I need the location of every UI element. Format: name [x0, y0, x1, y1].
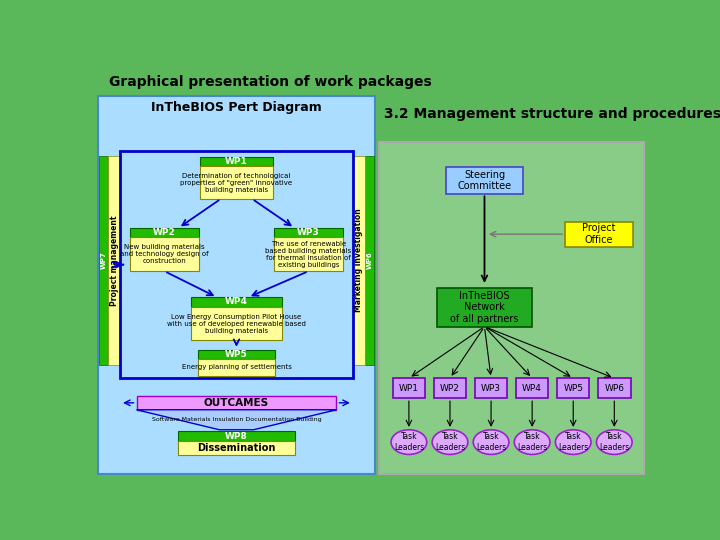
FancyBboxPatch shape	[179, 441, 294, 455]
Text: Steering
Committee: Steering Committee	[457, 170, 511, 191]
FancyBboxPatch shape	[137, 396, 336, 410]
Text: WP7: WP7	[101, 252, 107, 269]
Text: WP3: WP3	[481, 384, 501, 393]
Text: Graphical presentation of work packages: Graphical presentation of work packages	[109, 75, 432, 89]
FancyBboxPatch shape	[598, 378, 631, 398]
Text: InTheBIOS Pert Diagram: InTheBIOS Pert Diagram	[151, 100, 322, 113]
FancyBboxPatch shape	[446, 167, 523, 194]
Ellipse shape	[555, 430, 591, 455]
FancyBboxPatch shape	[437, 288, 532, 327]
Text: Software Materials Insulation Documentation Building: Software Materials Insulation Documentat…	[152, 417, 321, 422]
Text: Task
Leaders: Task Leaders	[394, 433, 424, 452]
FancyBboxPatch shape	[474, 378, 508, 398]
Text: WP5: WP5	[563, 384, 583, 393]
FancyBboxPatch shape	[199, 166, 274, 199]
Text: Project
Office: Project Office	[582, 224, 616, 245]
FancyBboxPatch shape	[392, 378, 426, 398]
FancyBboxPatch shape	[191, 307, 282, 340]
FancyBboxPatch shape	[198, 350, 275, 359]
FancyBboxPatch shape	[557, 378, 590, 398]
FancyBboxPatch shape	[130, 228, 199, 237]
Text: WP6: WP6	[366, 252, 372, 269]
FancyBboxPatch shape	[365, 156, 374, 365]
Text: 3.2 Management structure and procedures: 3.2 Management structure and procedures	[384, 107, 720, 121]
Polygon shape	[137, 410, 336, 430]
FancyBboxPatch shape	[433, 378, 467, 398]
Text: Dissemination: Dissemination	[197, 443, 276, 453]
Text: WP4: WP4	[225, 298, 248, 307]
FancyBboxPatch shape	[565, 222, 634, 247]
FancyBboxPatch shape	[179, 431, 294, 441]
FancyBboxPatch shape	[274, 237, 343, 271]
FancyBboxPatch shape	[516, 378, 549, 398]
Text: New building materials
and technology design of
construction: New building materials and technology de…	[120, 244, 209, 264]
Text: InTheBIOS
Network
of all partners: InTheBIOS Network of all partners	[450, 291, 518, 324]
Ellipse shape	[432, 430, 468, 455]
FancyBboxPatch shape	[379, 142, 644, 475]
Text: Marketing investigation: Marketing investigation	[354, 208, 364, 312]
Text: Task
Leaders: Task Leaders	[517, 433, 547, 452]
FancyBboxPatch shape	[108, 156, 120, 365]
FancyBboxPatch shape	[198, 359, 275, 376]
Text: WP2: WP2	[440, 384, 460, 393]
Text: Energy planning of settlements: Energy planning of settlements	[181, 364, 292, 370]
Text: WP1: WP1	[225, 157, 248, 166]
Text: Task
Leaders: Task Leaders	[599, 433, 629, 452]
FancyBboxPatch shape	[191, 298, 282, 307]
Text: WP1: WP1	[399, 384, 419, 393]
Text: The use of renewable
based building materials
for thermal insulation of
existing: The use of renewable based building mate…	[266, 241, 351, 268]
FancyBboxPatch shape	[120, 151, 353, 378]
Text: WP4: WP4	[522, 384, 542, 393]
Ellipse shape	[514, 430, 550, 455]
FancyBboxPatch shape	[130, 237, 199, 271]
Text: Task
Leaders: Task Leaders	[558, 433, 588, 452]
FancyBboxPatch shape	[199, 157, 274, 166]
Text: Task
Leaders: Task Leaders	[476, 433, 506, 452]
Ellipse shape	[473, 430, 509, 455]
FancyBboxPatch shape	[353, 156, 365, 365]
Text: OUTCAMES: OUTCAMES	[204, 398, 269, 408]
Text: Task
Leaders: Task Leaders	[435, 433, 465, 452]
Ellipse shape	[596, 430, 632, 455]
Text: WP8: WP8	[225, 432, 248, 441]
Text: Low Energy Consumption Pilot House
with use of developed renewable based
buildin: Low Energy Consumption Pilot House with …	[167, 314, 306, 334]
Text: Project management: Project management	[109, 215, 119, 306]
Ellipse shape	[391, 430, 427, 455]
FancyBboxPatch shape	[99, 156, 108, 365]
Text: WP3: WP3	[297, 228, 320, 237]
FancyBboxPatch shape	[98, 96, 375, 475]
Text: WP6: WP6	[604, 384, 624, 393]
FancyBboxPatch shape	[274, 228, 343, 237]
Text: WP2: WP2	[153, 228, 176, 237]
Text: Determination of technological
properties of "green" innovative
building materia: Determination of technological propertie…	[181, 173, 292, 193]
Text: WP5: WP5	[225, 350, 248, 359]
